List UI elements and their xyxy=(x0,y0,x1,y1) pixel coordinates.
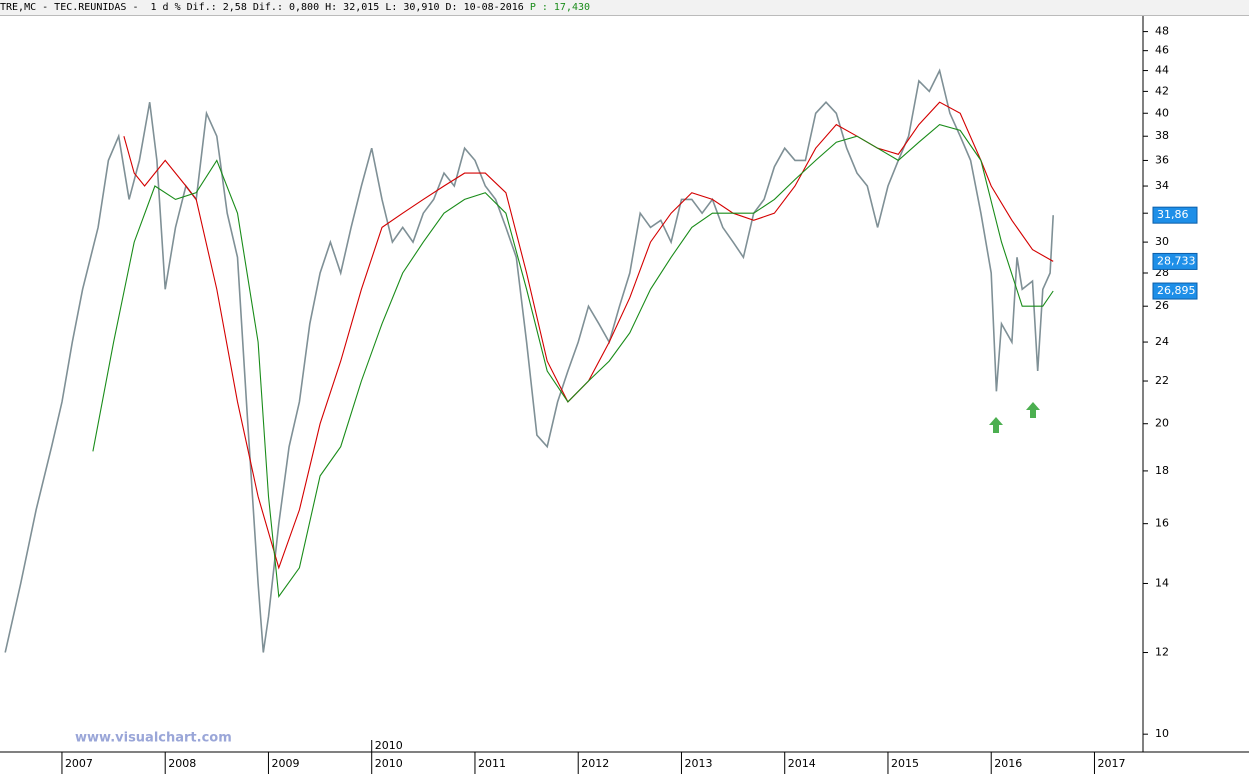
y-tick-label: 16 xyxy=(1155,517,1169,530)
x-tick-label: 2017 xyxy=(1097,757,1125,770)
x-tick-label: 2012 xyxy=(581,757,609,770)
x-tick-label: 2016 xyxy=(994,757,1022,770)
x-tick-label: 2009 xyxy=(271,757,299,770)
y-tick-label: 22 xyxy=(1155,374,1169,387)
y-tick-label: 44 xyxy=(1155,64,1169,77)
background xyxy=(0,16,1249,774)
up-arrow xyxy=(1026,402,1040,418)
price-box xyxy=(1152,206,1198,224)
y-tick-label: 20 xyxy=(1155,417,1169,430)
y-tick-label: 38 xyxy=(1155,129,1169,142)
y-tick-label: 12 xyxy=(1155,646,1169,659)
y-tick-label: 40 xyxy=(1155,106,1169,119)
price-box xyxy=(1152,282,1198,300)
series-line xyxy=(4,68,1054,653)
series-line xyxy=(92,123,1054,598)
header-price: P : 17,430 xyxy=(529,2,591,13)
y-tick-label: 10 xyxy=(1155,727,1169,740)
x-tick-label: 2010 xyxy=(375,757,403,770)
y-tick-label: 42 xyxy=(1155,84,1169,97)
x-tick-label: 2008 xyxy=(168,757,196,770)
up-arrow xyxy=(989,417,1003,433)
series-line xyxy=(123,101,1054,570)
chart: www.visualchart.com 10 12 14 16 18 20 22 24 26 28… xyxy=(0,16,1249,774)
watermark: www.visualchart.com xyxy=(75,731,232,746)
x-tick-label: 2007 xyxy=(65,757,93,770)
x-upper-label: 2010 xyxy=(375,739,403,752)
y-tick-label: 36 xyxy=(1155,153,1169,166)
header-info: TRE,MC - TEC.REUNIDAS - 1 d % Dif.: 2,58… xyxy=(0,2,524,13)
y-tick-label: 18 xyxy=(1155,464,1169,477)
y-tick-label: 30 xyxy=(1155,235,1169,248)
y-tick-label: 24 xyxy=(1155,335,1169,348)
y-tick-label: 34 xyxy=(1155,179,1169,192)
y-tick-label: 14 xyxy=(1155,576,1169,589)
x-tick-label: 2013 xyxy=(684,757,712,770)
price-label: 31,86 xyxy=(1157,208,1189,221)
price-label: 26,895 xyxy=(1157,284,1196,297)
y-tick-label: 26 xyxy=(1155,299,1169,312)
price-label: 28,733 xyxy=(1157,254,1196,267)
x-tick-label: 2011 xyxy=(478,757,506,770)
x-tick-label: 2014 xyxy=(788,757,816,770)
y-tick-label: 48 xyxy=(1155,25,1169,38)
x-tick-label: 2015 xyxy=(891,757,919,770)
price-box xyxy=(1152,252,1198,270)
header: TRE,MC - TEC.REUNIDAS - 1 d % Dif.: 2,58… xyxy=(0,0,1249,16)
y-tick-label: 46 xyxy=(1155,44,1169,57)
